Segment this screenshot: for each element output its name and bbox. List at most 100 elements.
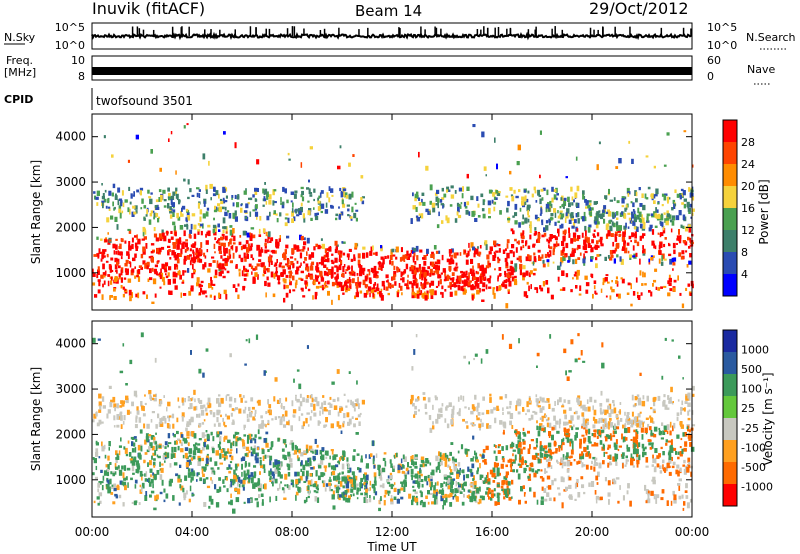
velocity-cell — [308, 445, 313, 451]
power-cell — [456, 202, 460, 207]
velocity-cell — [364, 472, 367, 476]
power-cell — [319, 262, 321, 265]
velocity-cell — [511, 442, 515, 447]
velocity-cell — [655, 494, 660, 499]
power-cell — [166, 231, 169, 236]
power-cell — [361, 196, 365, 199]
velocity-cell — [619, 402, 622, 405]
velocity-cell — [482, 459, 485, 463]
power-cell — [197, 202, 200, 209]
velocity-cell — [517, 449, 520, 455]
velocity-cell — [495, 445, 497, 449]
power-cell — [533, 252, 536, 256]
velocity-cell — [480, 358, 483, 364]
power-cell — [472, 124, 476, 128]
power-cell — [604, 277, 608, 282]
power-cell — [236, 202, 240, 208]
velocity-cell — [541, 415, 544, 422]
velocity-cell — [309, 473, 313, 477]
velocity-cell — [307, 480, 312, 485]
velocity-cell — [98, 409, 102, 413]
power-cell — [403, 270, 406, 274]
velocity-cell — [226, 394, 230, 397]
power-cell — [355, 209, 359, 212]
power-cell — [440, 272, 443, 275]
power-cell — [614, 247, 618, 252]
power-cell — [437, 259, 441, 265]
power-cell — [337, 294, 340, 301]
velocity-cell — [556, 430, 560, 434]
power-cell — [135, 245, 139, 249]
power-cell — [484, 267, 487, 274]
velocity-cell — [146, 478, 150, 482]
velocity-cell — [547, 458, 552, 461]
power-cell — [436, 189, 440, 194]
velocity-cell — [585, 452, 589, 456]
velocity-cell — [428, 415, 432, 420]
velocity-cell — [641, 434, 644, 440]
velocity-cell — [614, 453, 617, 459]
velocity-cell — [274, 377, 278, 382]
power-cell — [185, 208, 189, 212]
power-cell — [109, 295, 113, 298]
velocity-cell — [289, 463, 293, 468]
power-cell — [429, 200, 432, 205]
power-cell — [102, 272, 106, 276]
power-cell — [456, 275, 459, 281]
velocity-cell — [682, 464, 685, 467]
power-cell — [132, 257, 136, 262]
power-cell — [200, 249, 203, 255]
velocity-cell — [216, 417, 219, 423]
power-cell — [493, 240, 497, 246]
velocity-cell — [97, 482, 101, 488]
power-cell — [423, 255, 427, 260]
velocity-cell — [329, 476, 331, 480]
velocity-cell — [462, 418, 465, 422]
power-cell — [446, 217, 450, 224]
power-cell — [334, 257, 338, 263]
power-cell — [639, 223, 643, 229]
velocity-cell — [166, 452, 170, 459]
power-cell — [129, 201, 132, 205]
velocity-cell — [677, 451, 680, 455]
power-cell — [612, 249, 616, 254]
velocity-cell — [135, 438, 138, 442]
velocity-cell — [360, 477, 364, 482]
velocity-cell — [605, 398, 610, 403]
velocity-cell — [457, 462, 461, 467]
power-cell — [268, 261, 271, 267]
velocity-cell — [422, 462, 425, 468]
power-cell — [391, 248, 395, 253]
velocity-cell — [225, 451, 229, 454]
power-cell — [168, 196, 172, 201]
power-cell — [481, 271, 484, 275]
power-cell — [574, 271, 578, 275]
power-cell — [346, 278, 350, 282]
power-cell — [93, 191, 96, 194]
velocity-cell — [213, 423, 216, 427]
power-cell — [200, 242, 203, 248]
power-cell — [444, 271, 446, 277]
velocity-cell — [271, 478, 275, 482]
velocity-cell — [236, 475, 239, 480]
velocity-cell — [384, 489, 388, 495]
power-cell — [271, 249, 275, 254]
power-cell — [476, 196, 479, 201]
velocity-cell — [218, 422, 221, 427]
power-cell — [622, 246, 625, 251]
velocity-cell — [626, 490, 629, 495]
power-cell — [457, 214, 462, 219]
power-cell — [355, 283, 359, 289]
velocity-cell — [652, 458, 656, 464]
power-cell — [689, 253, 692, 258]
power-cell — [485, 174, 487, 177]
power-cell — [263, 266, 266, 271]
velocity-cell — [636, 394, 640, 397]
velocity-cell — [134, 447, 137, 453]
power-cell — [518, 189, 521, 193]
power-cell — [654, 245, 657, 250]
velocity-cell — [458, 484, 461, 488]
power-cell — [562, 287, 566, 291]
velocity-cell — [668, 471, 672, 476]
power-cell — [219, 198, 223, 201]
